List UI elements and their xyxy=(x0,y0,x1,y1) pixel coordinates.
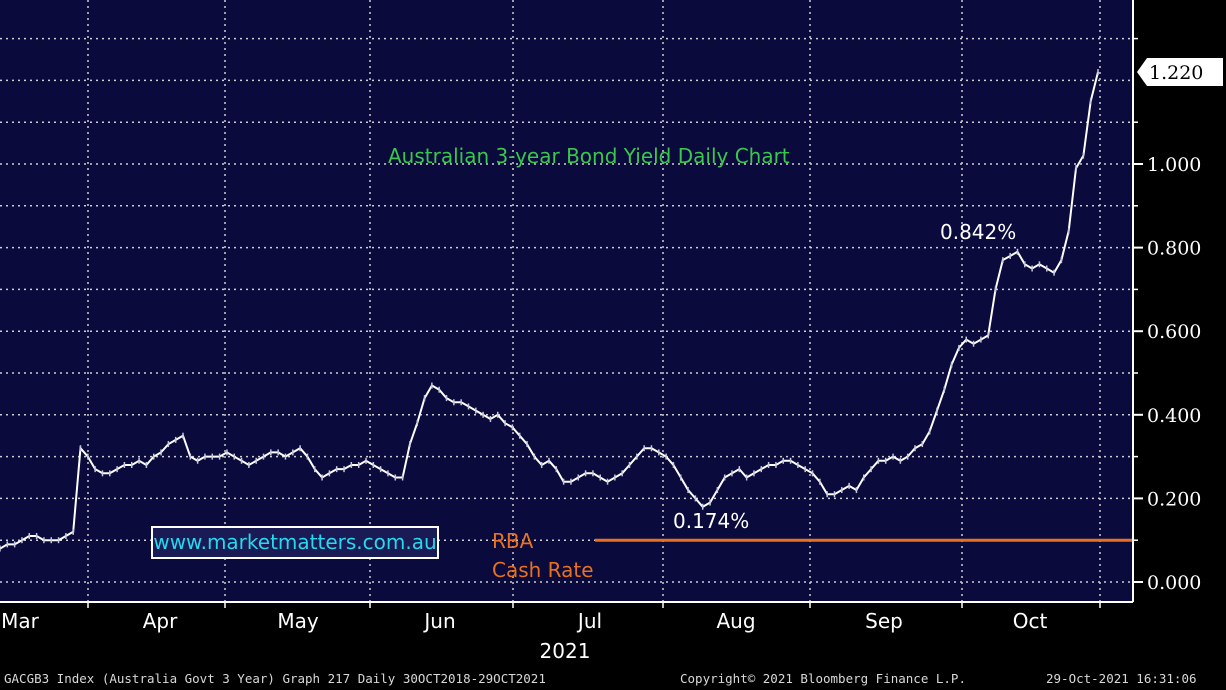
chart-canvas: Mar Apr May Jun Jul Aug Sep Oct 0.000 0.200 0.400… xyxy=(0,0,1226,668)
y-tick-label: 0.400 xyxy=(1147,405,1201,427)
rba-label-line2: Cash Rate xyxy=(492,558,594,582)
chart-title: Australian 3-year Bond Yield Daily Chart xyxy=(388,144,790,168)
y-tick-label: 0.800 xyxy=(1147,238,1201,260)
grid-lines xyxy=(0,0,1133,602)
y-axis: 0.000 0.200 0.400 0.600 0.800 1.000 1.220 xyxy=(1132,0,1226,668)
x-tick-label: Sep xyxy=(865,609,903,633)
x-tick-label: May xyxy=(277,609,319,633)
x-tick-label: Apr xyxy=(143,609,178,633)
last-value-label: 1.220 xyxy=(1149,62,1203,84)
footer-timestamp: 29-Oct-2021 16:31:06 xyxy=(1046,671,1197,686)
x-axis-panel xyxy=(0,602,1226,668)
y-tick-label: 1.000 xyxy=(1147,154,1201,176)
x-tick-label: Aug xyxy=(716,609,755,633)
x-tick-label: Jul xyxy=(576,609,602,633)
y-tick-label: 0.000 xyxy=(1147,572,1201,594)
footer-bar: GACGB3 Index (Australia Govt 3 Year) Gra… xyxy=(0,668,1226,690)
footer-left: GACGB3 Index (Australia Govt 3 Year) Gra… xyxy=(4,671,546,686)
annotation-high: 0.842% xyxy=(940,220,1016,244)
last-value-tag xyxy=(1137,58,1223,87)
watermark-badge: www.marketmatters.com.au xyxy=(151,526,439,559)
rba-label-line1: RBA xyxy=(492,529,534,553)
y-axis-panel xyxy=(1133,0,1226,668)
y-tick-label: 0.200 xyxy=(1147,488,1201,510)
year-label: 2021 xyxy=(540,639,591,663)
plot-area xyxy=(0,0,1133,602)
x-tick-label: Jun xyxy=(422,609,455,633)
x-tick-label: Mar xyxy=(1,609,40,633)
x-tick-label: Oct xyxy=(1013,609,1048,633)
footer-copyright: Copyright© 2021 Bloomberg Finance L.P. xyxy=(680,671,966,686)
annotation-low: 0.174% xyxy=(673,509,749,533)
y-tick-label: 0.600 xyxy=(1147,321,1201,343)
series-layer xyxy=(0,69,1099,552)
x-axis: Mar Apr May Jun Jul Aug Sep Oct xyxy=(0,601,1226,668)
